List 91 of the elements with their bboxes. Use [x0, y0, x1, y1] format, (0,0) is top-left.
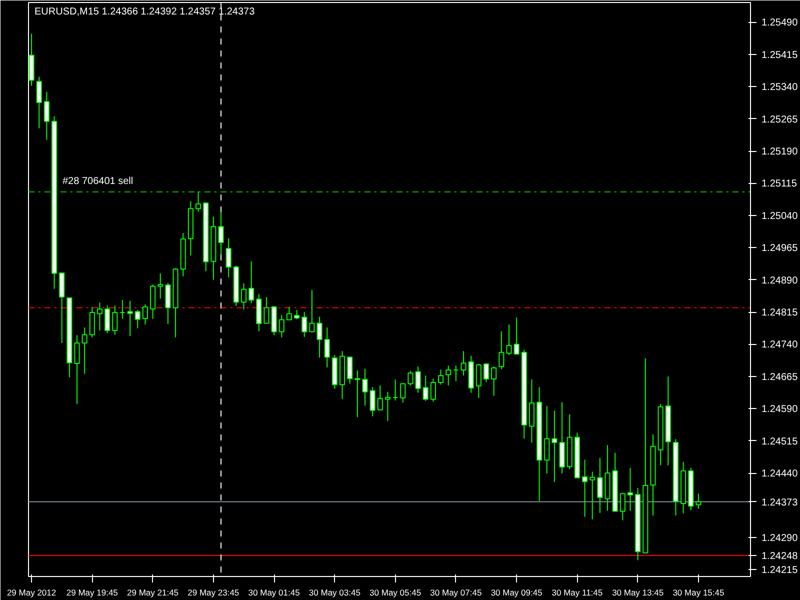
candlestick — [590, 471, 596, 520]
candlestick — [264, 296, 270, 324]
candlestick — [506, 324, 512, 356]
candlestick — [430, 378, 436, 402]
candlestick — [620, 492, 626, 521]
candlestick — [195, 190, 202, 212]
candlestick — [302, 312, 308, 338]
candlestick — [96, 302, 103, 331]
x-tick-label: 29 May 2012 — [6, 588, 56, 598]
candlestick — [696, 493, 702, 510]
candlestick — [362, 368, 368, 406]
candlestick — [150, 284, 156, 320]
candlestick — [44, 91, 50, 140]
candlestick — [36, 76, 42, 129]
ref-line-label: 1.24373 — [762, 497, 798, 508]
candlestick — [514, 317, 520, 355]
x-tick-label: 30 May 05:45 — [370, 588, 422, 598]
x-tick-label: 29 May 21:45 — [127, 588, 179, 598]
candlestick — [165, 282, 171, 325]
candlestick — [377, 384, 383, 410]
candlestick — [104, 305, 110, 334]
candlestick — [278, 314, 284, 338]
y-tick-label: 1.25340 — [762, 82, 798, 94]
candlestick — [82, 326, 88, 374]
y-tick-label: 1.25040 — [762, 210, 798, 222]
candlestick — [384, 391, 391, 422]
y-tick-label: 1.25190 — [762, 146, 798, 158]
y-tick-label: 1.24890 — [762, 275, 798, 286]
candlestick — [134, 309, 140, 329]
y-tick-label: 1.25490 — [762, 18, 798, 29]
candlestick — [476, 363, 482, 398]
ref-line-label: 1.24248 — [762, 550, 798, 562]
candlestick — [142, 304, 148, 325]
candlestick — [286, 306, 292, 320]
y-tick-label: 1.25265 — [762, 114, 798, 126]
candlestick — [309, 290, 315, 332]
y-tick-label: 1.24815 — [762, 308, 798, 319]
x-tick-label: 30 May 11:45 — [552, 588, 603, 598]
candlestick — [347, 356, 353, 384]
ref-line-label: #28 706401 sell — [62, 176, 134, 187]
y-tick-label: 1.25115 — [762, 178, 798, 190]
candlestick — [127, 300, 133, 337]
x-tick-label: 29 May 23:45 — [188, 588, 240, 598]
candlestick — [248, 260, 254, 304]
candlestick — [582, 459, 588, 518]
candlestick — [226, 238, 232, 278]
candlestick — [491, 366, 497, 396]
candlestick — [552, 410, 558, 483]
y-tick-label: 1.24215 — [762, 565, 798, 576]
candlestick — [324, 326, 330, 368]
y-tick-label: 1.24290 — [762, 532, 798, 544]
candlestick — [240, 282, 247, 310]
candlestick — [528, 378, 534, 444]
y-tick-label: 1.24515 — [762, 436, 798, 448]
candlestick — [446, 365, 452, 386]
y-tick-label: 1.25415 — [762, 50, 798, 61]
candlestick — [415, 366, 421, 394]
candlestick — [370, 386, 376, 417]
x-tick-label: 30 May 03:45 — [308, 588, 361, 598]
y-tick-label: 1.24740 — [762, 340, 798, 351]
y-tick-label: 1.24665 — [762, 372, 798, 383]
candlestick — [438, 369, 444, 386]
candlestick — [422, 375, 428, 402]
chart-title: EURUSD,M15 1.24366 1.24392 1.24357 1.24373 — [34, 6, 256, 18]
candlestick — [597, 458, 603, 514]
candlestick — [627, 467, 634, 512]
candlestick — [158, 272, 164, 300]
x-tick-label: 29 May 19:45 — [66, 588, 118, 598]
y-tick-label: 1.24440 — [762, 468, 798, 480]
candlestick — [112, 305, 118, 336]
candlestick — [460, 350, 466, 376]
candlestick — [120, 300, 126, 320]
x-tick-label: 30 May 07:45 — [430, 588, 482, 598]
candlestick — [400, 383, 406, 404]
candlestick — [498, 330, 504, 370]
candlestick — [408, 370, 414, 386]
x-tick-label: 30 May 13:45 — [612, 588, 664, 598]
candlestick — [354, 370, 360, 418]
candlestick — [294, 309, 300, 320]
x-tick-label: 30 May 15:45 — [672, 588, 724, 598]
x-tick-label: 30 May 09:45 — [490, 588, 543, 598]
candlestick — [392, 378, 398, 401]
candlestick — [74, 334, 80, 404]
candlestick — [453, 365, 459, 382]
y-tick-label: 1.24590 — [762, 404, 798, 416]
candlestick — [89, 306, 95, 338]
candlestick — [544, 406, 550, 474]
y-tick-label: 1.24965 — [762, 243, 798, 254]
candlestick — [483, 362, 490, 383]
candlestick — [316, 316, 322, 358]
x-tick-label: 30 May 01:45 — [248, 588, 300, 598]
